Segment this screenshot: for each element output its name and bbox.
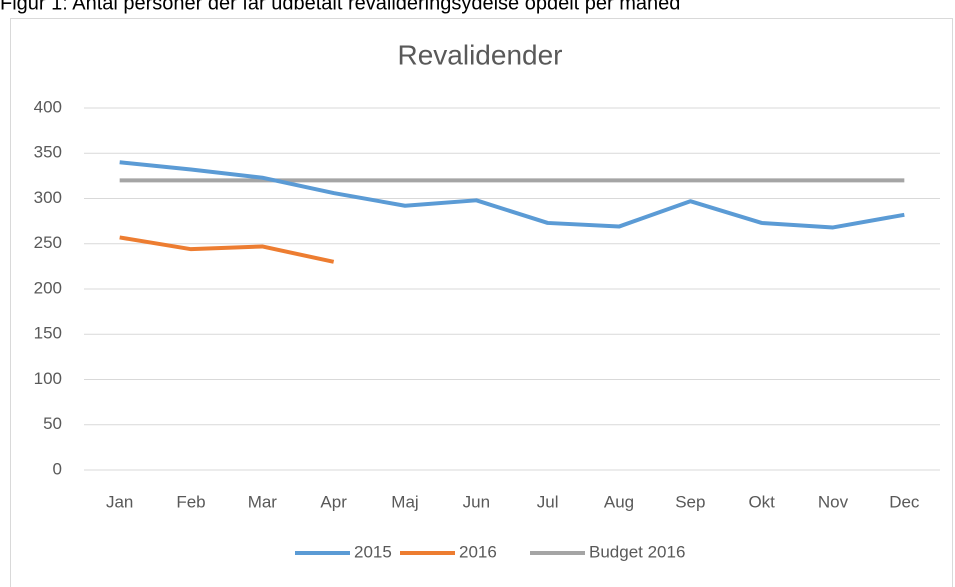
chart-title: Revalidender <box>398 39 563 70</box>
y-tick-label: 150 <box>34 324 62 343</box>
x-tick-label: Jan <box>106 492 133 511</box>
x-tick-label: Dec <box>889 492 920 511</box>
caption: Figur 1: Antal personer der får udbetalt… <box>0 0 680 14</box>
x-tick-label: Jul <box>537 492 559 511</box>
x-tick-label: Feb <box>176 492 205 511</box>
y-tick-label: 350 <box>34 143 62 162</box>
x-tick-label: Okt <box>748 492 775 511</box>
y-tick-label: 400 <box>34 97 62 116</box>
legend-label: Budget 2016 <box>589 542 685 561</box>
legend-label: 2016 <box>459 542 497 561</box>
y-tick-label: 250 <box>34 233 62 252</box>
y-tick-label: 50 <box>43 414 62 433</box>
x-tick-label: Nov <box>818 492 849 511</box>
chart-frame <box>10 18 953 587</box>
y-tick-label: 100 <box>34 369 62 388</box>
line-series <box>119 160 905 230</box>
legend-label: 2015 <box>354 542 392 561</box>
x-tick-label: Aug <box>604 492 634 511</box>
x-tick-label: Sep <box>675 492 705 511</box>
x-tick-label: Maj <box>391 492 418 511</box>
y-tick-label: 0 <box>53 459 62 478</box>
y-tick-label: 200 <box>34 278 62 297</box>
x-tick-label: Apr <box>320 492 347 511</box>
y-tick-label: 300 <box>34 188 62 207</box>
x-tick-label: Jun <box>463 492 490 511</box>
x-tick-label: Mar <box>248 492 278 511</box>
line-series <box>119 235 335 264</box>
